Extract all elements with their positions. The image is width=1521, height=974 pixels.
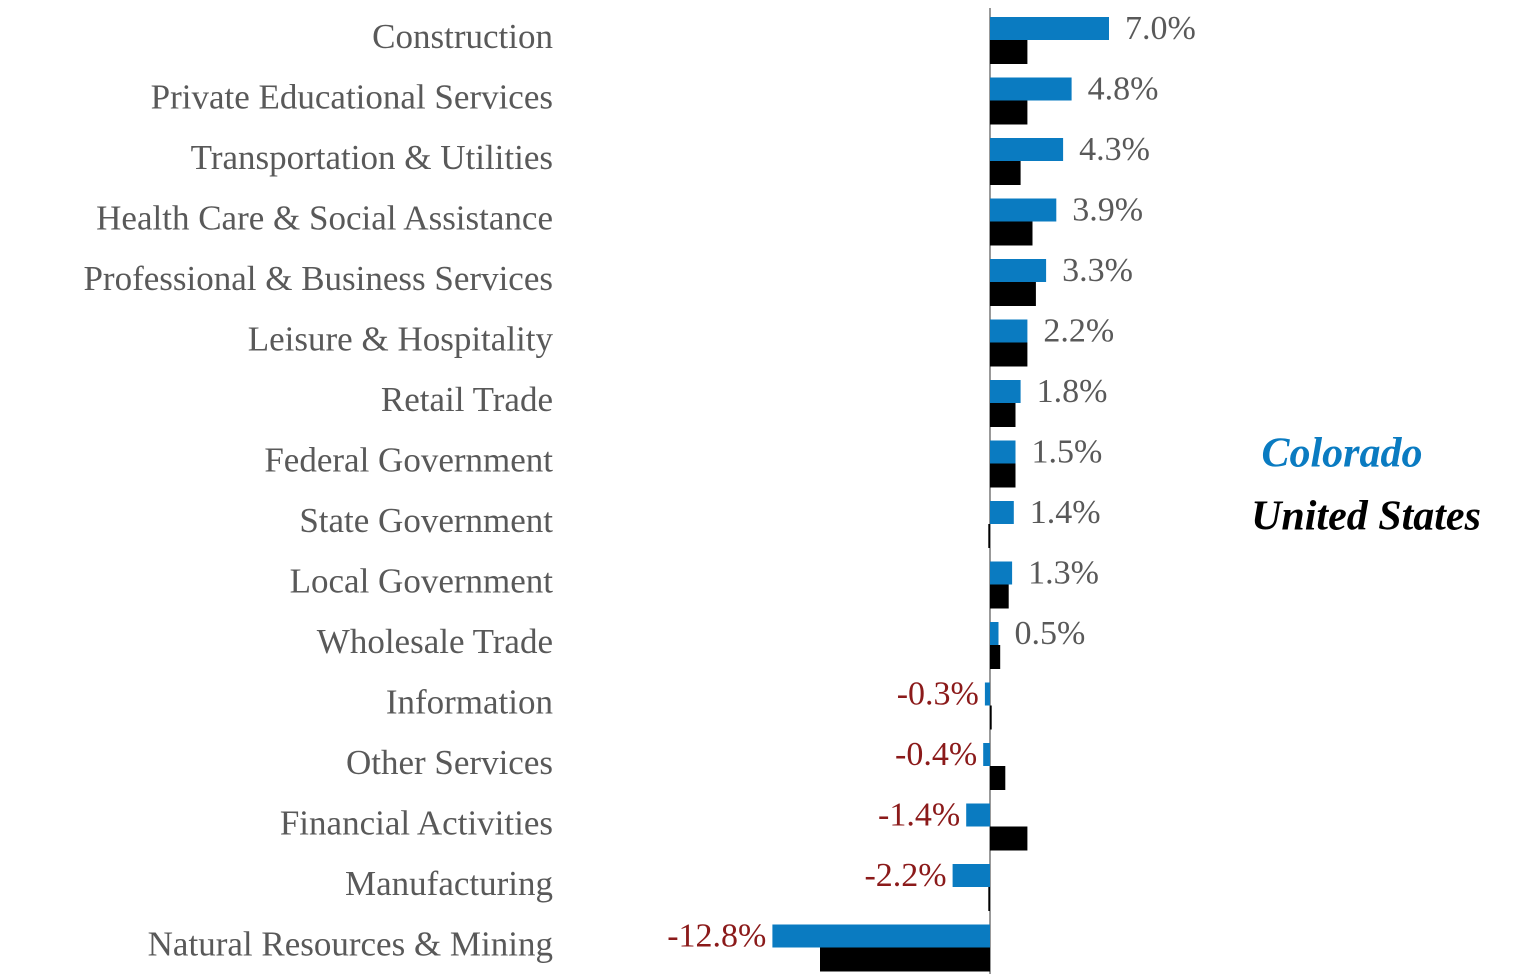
value-label: 1.3% <box>1028 554 1099 591</box>
category-label: Transportation & Utilities <box>191 138 553 177</box>
bar <box>990 198 1057 222</box>
value-label: 4.3% <box>1079 131 1150 168</box>
value-label: 1.8% <box>1037 373 1108 410</box>
bar <box>772 924 990 948</box>
category-label: Federal Government <box>264 441 553 480</box>
category-label: Leisure & Hospitality <box>248 320 554 359</box>
value-label: 3.3% <box>1062 252 1133 289</box>
legend-colorado: Colorado <box>1261 431 1422 477</box>
category-label: Retail Trade <box>381 380 553 419</box>
bar <box>990 561 1013 585</box>
bar <box>990 705 992 730</box>
category-label: Construction <box>372 17 553 56</box>
bar <box>990 380 1021 403</box>
value-label: 2.2% <box>1043 312 1114 349</box>
bar <box>990 138 1064 161</box>
value-label: 0.5% <box>1015 615 1086 652</box>
category-label: Manufacturing <box>345 864 553 903</box>
category-label: Local Government <box>290 562 554 601</box>
bar <box>990 342 1028 367</box>
value-label: -12.8% <box>667 917 766 954</box>
value-label: 7.0% <box>1125 10 1196 47</box>
category-label: Natural Resources & Mining <box>148 925 553 964</box>
bar <box>990 259 1047 282</box>
category-label: Wholesale Trade <box>317 622 553 661</box>
category-label: Professional & Business Services <box>83 259 553 298</box>
value-label: 3.9% <box>1072 191 1143 228</box>
category-label: Other Services <box>346 743 553 782</box>
value-label: 4.8% <box>1088 70 1159 107</box>
bar <box>990 584 1009 609</box>
bar <box>952 864 990 887</box>
bar <box>990 161 1021 185</box>
bar <box>990 622 999 645</box>
bar <box>990 645 1001 669</box>
category-label: Financial Activities <box>280 804 553 843</box>
bar <box>990 40 1028 64</box>
value-label: 1.5% <box>1032 433 1103 470</box>
bar <box>990 440 1016 464</box>
category-label: Information <box>386 683 553 722</box>
bar <box>990 221 1033 246</box>
bar <box>990 319 1028 343</box>
value-label: -2.2% <box>864 857 946 894</box>
bar <box>990 463 1016 488</box>
category-label: Health Care & Social Assistance <box>96 199 553 238</box>
bar <box>990 826 1028 851</box>
legend-us: United States <box>1251 494 1481 540</box>
value-label: 1.4% <box>1030 494 1101 531</box>
value-label: -0.4% <box>895 736 977 773</box>
value-label: -0.3% <box>897 675 979 712</box>
category-label: State Government <box>299 501 553 540</box>
bar <box>820 947 990 972</box>
bar <box>966 803 990 827</box>
bar <box>990 501 1014 524</box>
bar <box>990 282 1036 306</box>
bar <box>988 524 990 548</box>
bar <box>983 743 990 766</box>
bar <box>984 682 990 706</box>
bar <box>990 77 1072 101</box>
bar <box>990 766 1006 790</box>
bar <box>988 887 990 911</box>
bar <box>990 403 1016 427</box>
value-label: -1.4% <box>878 796 960 833</box>
category-label: Private Educational Services <box>151 78 553 117</box>
bar <box>990 100 1028 125</box>
bar <box>990 17 1109 40</box>
